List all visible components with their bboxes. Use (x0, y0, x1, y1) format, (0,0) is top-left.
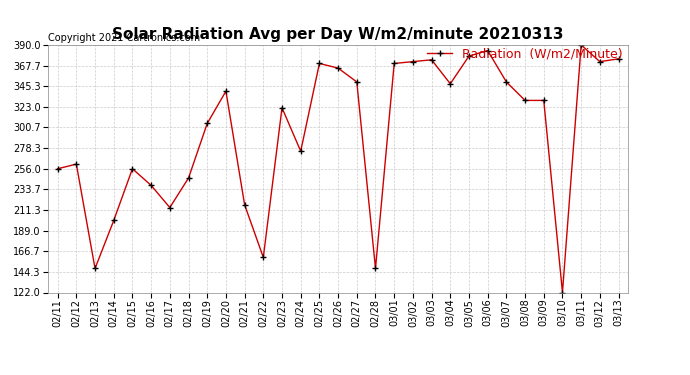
Radiation  (W/m2/Minute) (166, 205, 174, 210)
Radiation  (W/m2/Minute) (241, 202, 249, 207)
Radiation  (W/m2/Minute) (521, 98, 529, 103)
Radiation  (W/m2/Minute) (203, 121, 211, 126)
Radiation  (W/m2/Minute) (278, 105, 286, 110)
Radiation  (W/m2/Minute) (390, 61, 398, 66)
Radiation  (W/m2/Minute) (558, 290, 566, 295)
Radiation  (W/m2/Minute) (110, 218, 118, 223)
Radiation  (W/m2/Minute) (334, 66, 342, 70)
Radiation  (W/m2/Minute) (614, 57, 622, 61)
Radiation  (W/m2/Minute) (259, 255, 268, 260)
Legend: Radiation  (W/m2/Minute): Radiation (W/m2/Minute) (422, 42, 628, 66)
Radiation  (W/m2/Minute) (540, 98, 548, 103)
Radiation  (W/m2/Minute) (353, 80, 361, 84)
Radiation  (W/m2/Minute) (91, 266, 99, 271)
Radiation  (W/m2/Minute) (502, 80, 511, 84)
Radiation  (W/m2/Minute) (315, 61, 324, 66)
Radiation  (W/m2/Minute) (595, 59, 604, 64)
Line: Radiation  (W/m2/Minute): Radiation (W/m2/Minute) (55, 42, 622, 296)
Radiation  (W/m2/Minute) (427, 57, 435, 62)
Radiation  (W/m2/Minute) (484, 48, 492, 53)
Radiation  (W/m2/Minute) (221, 89, 230, 93)
Radiation  (W/m2/Minute) (72, 162, 81, 166)
Radiation  (W/m2/Minute) (184, 176, 193, 180)
Radiation  (W/m2/Minute) (54, 166, 62, 171)
Radiation  (W/m2/Minute) (371, 266, 380, 271)
Radiation  (W/m2/Minute) (446, 81, 455, 86)
Radiation  (W/m2/Minute) (577, 43, 585, 47)
Radiation  (W/m2/Minute) (147, 183, 155, 188)
Text: Copyright 2021 Cartronics.com: Copyright 2021 Cartronics.com (48, 33, 200, 42)
Radiation  (W/m2/Minute) (297, 149, 305, 153)
Radiation  (W/m2/Minute) (128, 166, 137, 171)
Title: Solar Radiation Avg per Day W/m2/minute 20210313: Solar Radiation Avg per Day W/m2/minute … (112, 27, 564, 42)
Radiation  (W/m2/Minute) (408, 59, 417, 64)
Radiation  (W/m2/Minute) (465, 54, 473, 58)
